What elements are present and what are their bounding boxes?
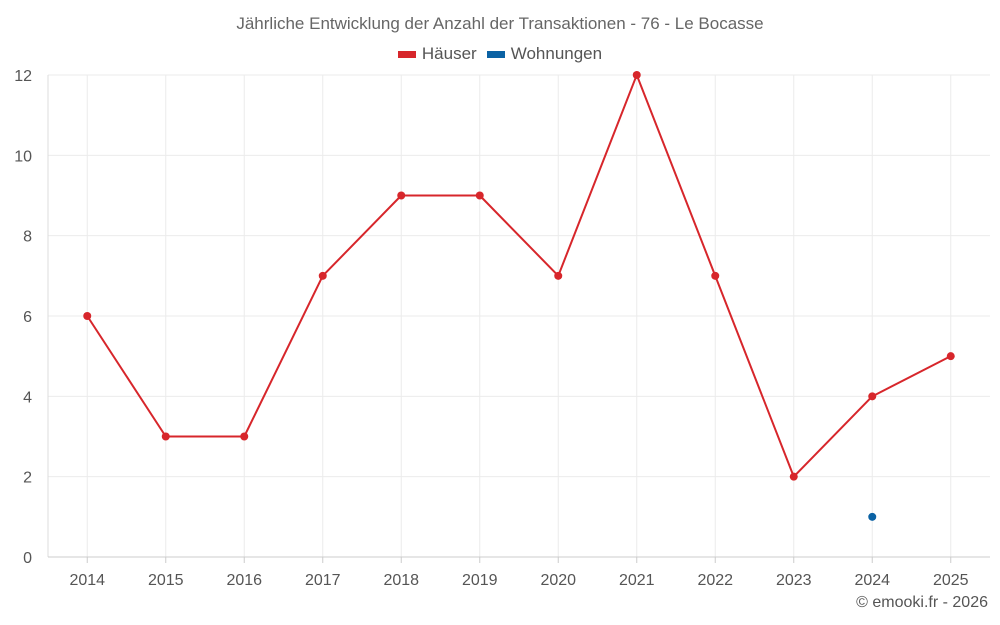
data-point-0: [868, 392, 877, 401]
data-point-0: [397, 191, 406, 200]
y-tick-label: 10: [14, 148, 32, 165]
y-tick-label: 6: [23, 309, 32, 326]
x-tick-label: 2024: [854, 572, 890, 589]
y-tick-label: 2: [23, 470, 32, 487]
data-point-0: [161, 432, 170, 441]
x-tick-label: 2017: [305, 572, 341, 589]
data-point-0: [789, 472, 798, 481]
legend: Häuser Wohnungen: [0, 44, 1000, 64]
y-tick-label: 4: [23, 389, 32, 406]
series-line-0: [86, 74, 952, 478]
x-tick-label: 2022: [697, 572, 733, 589]
x-tick-label: 2021: [619, 572, 655, 589]
x-tick-label: 2018: [383, 572, 419, 589]
x-tick-label: 2020: [540, 572, 576, 589]
legend-item-haeuser[interactable]: Häuser: [397, 44, 477, 64]
x-tick-label: 2016: [226, 572, 262, 589]
legend-item-wohnungen[interactable]: Wohnungen: [486, 44, 603, 64]
y-tick-label: 0: [23, 550, 32, 567]
data-point-0: [318, 271, 327, 280]
x-tick-label: 2014: [69, 572, 105, 589]
y-tick-label: 12: [14, 68, 32, 85]
data-point-0: [711, 271, 720, 280]
data-point-1: [868, 512, 877, 521]
chart-title: Jährliche Entwicklung der Anzahl der Tra…: [236, 14, 764, 33]
y-tick-label: 8: [23, 229, 32, 246]
data-point-0: [632, 71, 641, 79]
legend-swatch-haeuser: [397, 50, 416, 58]
legend-swatch-wohnungen: [486, 50, 505, 58]
data-point-0: [83, 312, 92, 320]
data-point-0: [946, 352, 955, 361]
credit-text: © emooki.fr - 2026: [856, 594, 988, 611]
data-point-0: [475, 191, 484, 200]
x-tick-label: 2025: [933, 572, 969, 589]
legend-label-haeuser: Häuser: [421, 44, 477, 63]
x-tick-label: 2015: [148, 572, 184, 589]
legend-label-wohnungen: Wohnungen: [510, 44, 603, 63]
data-point-0: [554, 271, 563, 280]
data-point-0: [240, 432, 249, 441]
x-tick-label: 2023: [776, 572, 812, 589]
x-tick-label: 2019: [462, 572, 498, 589]
